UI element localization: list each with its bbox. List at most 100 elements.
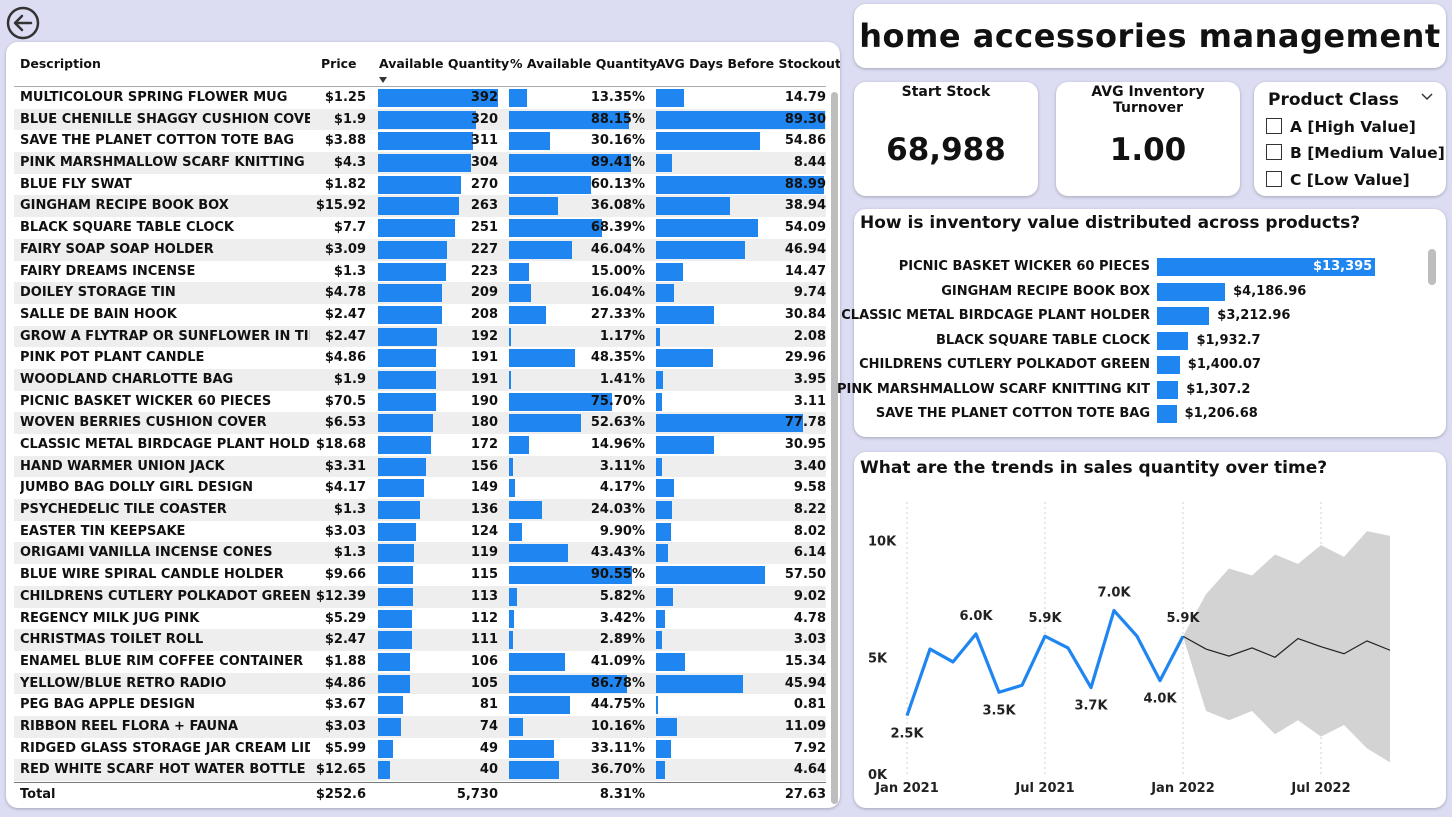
qty-bar <box>378 674 411 693</box>
slicer-option-a[interactable]: A [High Value] <box>1266 116 1416 138</box>
header-available-quantity[interactable]: Available Quantity <box>379 56 510 71</box>
table-row[interactable]: GINGHAM RECIPE BOOK BOX $15.92 263 36.08% 38… <box>14 195 826 218</box>
days-bar <box>656 631 662 650</box>
value-bar[interactable] <box>1157 331 1189 350</box>
row-available-qty: 191 <box>470 350 498 366</box>
qty-bar <box>378 240 448 259</box>
value-bar-row[interactable]: PICNIC BASKET WICKER 60 PIECES $13,395 <box>854 255 1414 279</box>
row-pct-available: 89.41% <box>590 155 645 171</box>
header-pct-available[interactable]: % Available Quantity <box>510 56 657 71</box>
header-price[interactable]: Price <box>321 56 357 71</box>
row-description: GROW A FLYTRAP OR SUNFLOWER IN TIN <box>20 328 310 344</box>
pct-bar <box>509 739 555 758</box>
table-row[interactable]: REGENCY MILK JUG PINK $5.29 112 3.42% 4.78 <box>14 608 826 630</box>
table-row[interactable]: DOILEY STORAGE TIN $4.78 209 16.04% 9.74 <box>14 282 826 304</box>
table-scrollbar[interactable] <box>831 92 838 804</box>
qty-bar <box>378 284 442 303</box>
slicer-option-b[interactable]: B [Medium Value] <box>1266 142 1445 164</box>
header-avg-days[interactable]: AVG Days Before Stockout <box>656 56 840 71</box>
row-available-qty: 320 <box>470 111 498 127</box>
table-row[interactable]: FAIRY DREAMS INCENSE $1.3 223 15.00% 14.47 <box>14 261 826 283</box>
table-row[interactable]: SALLE DE BAIN HOOK $2.47 208 27.33% 30.84 <box>14 304 826 326</box>
qty-bar <box>378 414 434 433</box>
table-row[interactable]: PSYCHEDELIC TILE COASTER $1.3 136 24.03% 8.2… <box>14 499 826 521</box>
value-bar[interactable] <box>1157 258 1375 276</box>
days-bar <box>656 436 715 454</box>
table-row[interactable]: BLUE CHENILLE SHAGGY CUSHION COVER $1.9 32… <box>14 108 826 131</box>
table-row[interactable]: EASTER TIN KEEPSAKE $3.03 124 9.90% 8.02 <box>14 521 826 543</box>
value-bar[interactable] <box>1157 405 1177 423</box>
row-price: $3.88 <box>324 133 366 149</box>
value-bar-row[interactable]: BLACK SQUARE TABLE CLOCK $1,932.7 <box>854 329 1414 353</box>
table-row[interactable]: YELLOW/BLUE RETRO RADIO $4.86 105 86.78% 45.… <box>14 672 826 695</box>
table-row[interactable]: MULTICOLOUR SPRING FLOWER MUG $1.25 392 13.… <box>14 87 826 109</box>
days-bar <box>656 674 743 693</box>
table-row[interactable]: PINK POT PLANT CANDLE $4.86 191 48.35% 29.96 <box>14 347 826 369</box>
table-row[interactable]: BLUE WIRE SPIRAL CANDLE HOLDER $9.66 115 90… <box>14 564 826 586</box>
table-row[interactable]: GROW A FLYTRAP OR SUNFLOWER IN TIN $2.47 1… <box>14 325 826 348</box>
table-row[interactable]: HAND WARMER UNION JACK $3.31 156 3.11% 3.40 <box>14 455 826 478</box>
qty-bar <box>378 544 415 563</box>
table-row[interactable]: CHRISTMAS TOILET ROLL $2.47 111 2.89% 3.03 <box>14 629 826 651</box>
checkbox-icon[interactable] <box>1266 118 1282 134</box>
table-row[interactable]: BLUE FLY SWAT $1.82 270 60.13% 88.99 <box>14 174 826 196</box>
value-bar-row[interactable]: CHILDRENS CUTLERY POLKADOT GREEN $1,400.0… <box>854 353 1414 377</box>
value-bar[interactable] <box>1157 380 1179 399</box>
row-price: $6.53 <box>324 415 366 431</box>
days-bar <box>656 457 663 476</box>
table-row[interactable]: SAVE THE PLANET COTTON TOTE BAG $3.88 311 3… <box>14 130 826 152</box>
table-row[interactable]: WOODLAND CHARLOTTE BAG $1.9 191 1.41% 3.95 <box>14 368 826 391</box>
table-row[interactable]: PICNIC BASKET WICKER 60 PIECES $70.5 190 75… <box>14 391 826 413</box>
row-pct-available: 33.11% <box>590 740 645 756</box>
value-bar[interactable] <box>1157 356 1180 374</box>
table-row[interactable]: PEG BAG APPLE DESIGN $3.67 81 44.75% 0.81 <box>14 694 826 716</box>
qty-bar <box>378 609 413 628</box>
pct-bar <box>509 175 591 194</box>
table-row[interactable]: ENAMEL BLUE RIM COFFEE CONTAINER $1.88 106… <box>14 651 826 673</box>
row-description: CHRISTMAS TOILET ROLL <box>20 632 204 648</box>
row-description: WOODLAND CHARLOTTE BAG <box>20 371 234 387</box>
table-row[interactable]: CLASSIC METAL BIRDCAGE PLANT HOLDER $18.6… <box>14 434 826 456</box>
table-row[interactable]: JUMBO BAG DOLLY GIRL DESIGN $4.17 149 4.17%… <box>14 477 826 499</box>
row-price: $1.3 <box>333 263 366 279</box>
table-row[interactable]: FAIRY SOAP SOAP HOLDER $3.09 227 46.04% 46.9… <box>14 238 826 261</box>
pct-bar <box>509 392 612 411</box>
back-arrow-icon[interactable] <box>6 6 40 40</box>
row-price: $1.25 <box>324 90 366 105</box>
row-available-qty: 49 <box>479 740 498 756</box>
value-bar-row[interactable]: PINK MARSHMALLOW SCARF KNITTING KIT $1,30… <box>837 378 1414 402</box>
value-bar-row[interactable]: GINGHAM RECIPE BOOK BOX $4,186.96 <box>854 280 1414 304</box>
days-bar <box>656 609 666 628</box>
chart-scrollbar[interactable] <box>1428 249 1436 285</box>
table-row[interactable]: RED WHITE SCARF HOT WATER BOTTLE $12.65 40… <box>14 759 826 781</box>
row-price: $1.9 <box>333 371 366 387</box>
value-bar-row[interactable]: CLASSIC METAL BIRDCAGE PLANT HOLDER $3,21… <box>841 304 1414 328</box>
table-row[interactable]: RIDGED GLASS STORAGE JAR CREAM LID $5.99 4… <box>14 738 826 760</box>
row-price: $7.7 <box>333 220 366 236</box>
table-row[interactable]: BLACK SQUARE TABLE CLOCK $7.7 251 68.39% 54.… <box>14 217 826 239</box>
table-body: MULTICOLOUR SPRING FLOWER MUG $1.25 392 13.… <box>14 87 826 781</box>
table-row[interactable]: RIBBON REEL FLORA + FAUNA $3.03 74 10.16% 11… <box>14 715 826 738</box>
pct-bar <box>509 652 565 671</box>
value-bar[interactable] <box>1157 307 1210 325</box>
data-label: 5.9K <box>1166 611 1200 626</box>
checkbox-icon[interactable] <box>1266 171 1282 187</box>
days-bar <box>656 392 662 411</box>
table-row[interactable]: WOVEN BERRIES CUSHION COVER $6.53 180 52.63… <box>14 412 826 434</box>
table-row[interactable]: ORIGAMI VANILLA INCENSE CONES $1.3 119 43.4… <box>14 542 826 565</box>
table-row[interactable]: PINK MARSHMALLOW SCARF KNITTING KIT $4.3 3… <box>14 152 826 174</box>
row-available-qty: 172 <box>470 437 498 452</box>
row-description: GINGHAM RECIPE BOOK BOX <box>20 198 229 214</box>
value-bar-row[interactable]: SAVE THE PLANET COTTON TOTE BAG $1,206.68 <box>854 402 1414 426</box>
table-row[interactable]: CHILDRENS CUTLERY POLKADOT GREEN $12.39 11… <box>14 585 826 608</box>
row-avg-days: 9.02 <box>793 588 826 604</box>
bar-value-label: $1,400.07 <box>1187 357 1261 372</box>
checkbox-icon[interactable] <box>1266 144 1282 160</box>
y-tick-label: 5K <box>868 651 888 666</box>
value-bar[interactable] <box>1157 282 1226 301</box>
row-avg-days: 9.58 <box>793 480 826 496</box>
row-pct-available: 27.33% <box>590 306 645 322</box>
chevron-down-icon[interactable] <box>1420 90 1434 104</box>
header-description[interactable]: Description <box>20 56 101 71</box>
slicer-option-c[interactable]: C [Low Value] <box>1266 169 1410 191</box>
